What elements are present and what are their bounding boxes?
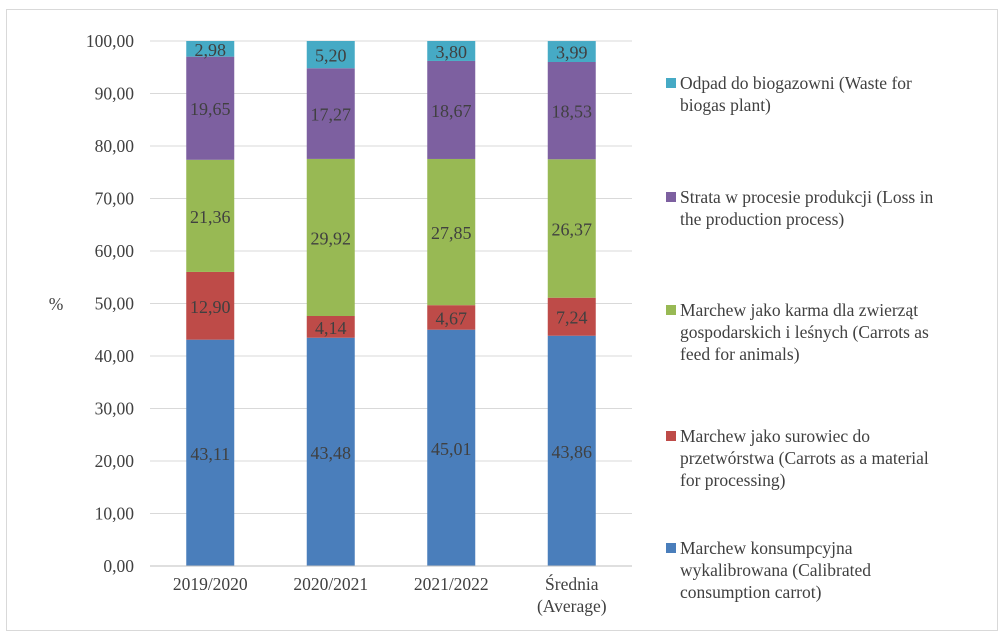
legend-item: Marchew jako karma dla zwierząt gospodars… — [666, 299, 994, 365]
y-tick-label: 80,00 — [95, 136, 135, 156]
legend-label: Marchew konsumpcyjna wykalibrowana (Calib… — [666, 537, 994, 603]
legend-swatch — [666, 192, 676, 202]
bar-value-label: 7,24 — [556, 308, 588, 328]
y-tick-label: 30,00 — [95, 399, 135, 419]
legend-item: Odpad do biogazowni (Waste for biogas pla… — [666, 72, 994, 116]
legend-item: Marchew jako surowiec do przetwórstwa (Ca… — [666, 425, 994, 491]
bar-value-label: 3,99 — [556, 43, 588, 63]
legend-label-line: consumption carrot) — [680, 582, 822, 602]
bar-value-label: 29,92 — [311, 228, 352, 248]
bar-segment — [186, 56, 235, 160]
bar-segment — [306, 41, 355, 69]
bar-segment — [547, 297, 596, 336]
x-tick-label: 2021/2022 — [414, 574, 489, 594]
bar-value-label: 21,36 — [190, 207, 231, 227]
bar-value-label: 26,37 — [552, 220, 593, 240]
bar-segment — [427, 158, 476, 306]
bar-segment — [186, 41, 235, 57]
legend-label-line: przetwórstwa (Carrots as a material — [680, 448, 929, 468]
bar-value-label: 3,80 — [436, 42, 468, 62]
bar-value-label: 43,11 — [190, 444, 230, 464]
bar-segment — [306, 337, 355, 566]
bar-segment — [427, 41, 476, 61]
legend-swatch — [666, 78, 676, 88]
y-tick-label: 60,00 — [95, 241, 135, 261]
legend-label-line: the production process) — [680, 209, 845, 229]
x-tick-label: 2019/2020 — [173, 574, 248, 594]
bar-segment — [427, 305, 476, 330]
bar-value-label: 18,53 — [552, 102, 593, 122]
x-tick-label: Średnia — [545, 574, 599, 594]
bar-segment — [186, 339, 235, 566]
bars — [186, 41, 596, 566]
y-tick-label: 90,00 — [95, 84, 135, 104]
y-tick-label: 50,00 — [95, 294, 135, 314]
legend-label-line: Marchew jako surowiec do — [680, 426, 871, 446]
legend-label-line: biogas plant) — [680, 95, 771, 115]
bar-segment — [186, 271, 235, 340]
legend-label-line: Odpad do biogazowni (Waste for — [680, 73, 912, 93]
legend: Odpad do biogazowni (Waste for biogas pla… — [666, 0, 996, 633]
chart-frame — [6, 9, 998, 631]
legend-label-line: Marchew jako karma dla zwierząt — [680, 300, 919, 320]
data-labels: 43,11 12,90 21,36 19,65 2,98 43,48 4,14 29,92 17… — [190, 40, 592, 464]
bar-segment — [427, 329, 476, 566]
bar-value-label: 43,48 — [311, 443, 352, 463]
y-tick-label: 20,00 — [95, 451, 135, 471]
bar-value-label: 2,98 — [195, 40, 227, 60]
bar-value-label: 45,01 — [431, 439, 472, 459]
bar-segment — [306, 158, 355, 316]
bar-segment — [547, 159, 596, 298]
bar-segment — [306, 315, 355, 338]
legend-label: Marchew jako surowiec do przetwórstwa (Ca… — [666, 425, 994, 491]
legend-label-line: wykalibrowana (Calibrated — [680, 560, 871, 580]
y-tick-label: 10,00 — [95, 504, 135, 524]
bar-value-label: 18,67 — [431, 101, 472, 121]
legend-item: Strata w procesie produkcji (Loss in the … — [666, 186, 994, 230]
bar-value-label: 4,67 — [436, 308, 468, 328]
legend-label: Odpad do biogazowni (Waste for biogas pla… — [666, 72, 994, 116]
bar-segment — [306, 68, 355, 159]
legend-swatch — [666, 543, 676, 553]
bar-segment — [186, 159, 235, 272]
bar-segment — [547, 335, 596, 566]
legend-label-line: Strata w procesie produkcji (Loss in — [680, 187, 934, 207]
legend-label-line: for processing) — [680, 470, 786, 490]
bar-segment — [547, 41, 596, 62]
bar-value-label: 43,86 — [552, 442, 593, 462]
bar-value-label: 27,85 — [431, 223, 472, 243]
bar-segment — [547, 62, 596, 160]
x-tick-label: (Average) — [537, 596, 607, 616]
bar-segment — [427, 60, 476, 159]
legend-label: Marchew jako karma dla zwierząt gospodars… — [666, 299, 994, 365]
bar-value-label: 19,65 — [190, 99, 231, 119]
legend-swatch — [666, 431, 676, 441]
y-tick-label: 100,00 — [86, 31, 134, 51]
legend-label-line: Marchew konsumpcyjna — [680, 538, 853, 558]
y-tick-label: 0,00 — [103, 556, 134, 576]
axes: 0,00 10,00 20,00 30,00 40,00 50,00 60,00 70,00 8… — [49, 31, 632, 616]
legend-label-line: gospodarskich i leśnych (Carrots as — [680, 322, 929, 342]
bar-value-label: 12,90 — [190, 297, 231, 317]
bar-value-label: 5,20 — [315, 46, 347, 66]
legend-label: Strata w procesie produkcji (Loss in the … — [666, 186, 994, 230]
legend-swatch — [666, 305, 676, 315]
legend-label-line: feed for animals) — [680, 344, 800, 364]
y-axis-label: % — [49, 294, 64, 314]
y-tick-label: 40,00 — [95, 346, 135, 366]
bar-value-label: 4,14 — [315, 318, 347, 338]
bar-value-label: 17,27 — [311, 105, 352, 125]
x-tick-label: 2020/2021 — [293, 574, 368, 594]
legend-item: Marchew konsumpcyjna wykalibrowana (Calib… — [666, 537, 994, 603]
y-tick-label: 70,00 — [95, 189, 135, 209]
